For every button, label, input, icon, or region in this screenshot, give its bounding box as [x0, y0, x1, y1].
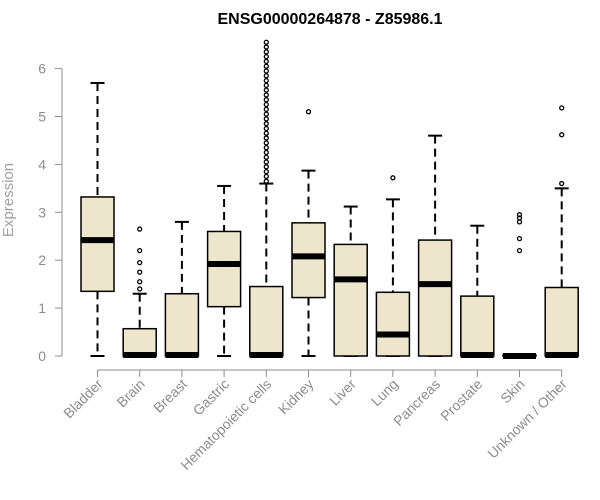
outlier-point	[263, 53, 269, 60]
x-tick-label: Brain	[113, 376, 147, 410]
outlier-point	[516, 247, 523, 254]
x-tick-label: Bladder	[60, 376, 106, 422]
outlier-point	[263, 73, 269, 79]
outlier-point	[263, 44, 269, 50]
outlier-point	[263, 159, 269, 165]
outlier-point	[263, 92, 269, 98]
y-tick-label: 3	[38, 204, 46, 220]
outlier-point	[263, 178, 269, 184]
x-tick-label: Kidney	[275, 376, 317, 418]
outlier-point	[263, 140, 269, 146]
box-group	[164, 220, 200, 359]
box-iqr	[333, 243, 368, 357]
y-tick-label: 4	[38, 156, 46, 172]
y-tick-label: 5	[38, 109, 46, 125]
outlier-point	[263, 154, 269, 160]
outlier-point	[263, 168, 269, 175]
outlier-point	[263, 116, 269, 122]
outlier-point	[263, 130, 269, 136]
x-tick-label: Unknown / Other	[484, 376, 570, 462]
y-tick-label: 1	[38, 300, 46, 316]
y-tick-label: 0	[38, 348, 46, 364]
outlier-point	[263, 63, 269, 69]
outlier-point	[516, 235, 523, 242]
y-tick-label: 2	[38, 252, 46, 268]
y-axis-label: Expression	[0, 163, 17, 237]
box-group	[122, 226, 157, 359]
outlier-point	[305, 109, 312, 115]
box-group	[206, 184, 242, 357]
outlier-point	[263, 58, 269, 65]
outlier-point	[559, 180, 565, 187]
box-iqr	[164, 292, 200, 357]
outlier-point	[137, 247, 143, 254]
box-series	[80, 39, 579, 359]
box-group	[544, 105, 579, 359]
outlier-point	[559, 105, 565, 111]
outlier-point	[263, 106, 269, 112]
box-group	[291, 109, 326, 357]
x-tick-label: Lung	[368, 376, 401, 409]
outlier-point	[263, 97, 269, 103]
box-group	[417, 134, 453, 357]
outlier-point	[137, 269, 143, 275]
outlier-point	[263, 49, 269, 55]
box-group	[333, 205, 368, 357]
outlier-point	[263, 173, 269, 180]
box-group	[502, 212, 537, 359]
outlier-point	[263, 82, 269, 89]
box-iqr	[417, 239, 453, 357]
outlier-point	[559, 132, 565, 138]
outlier-point	[137, 259, 143, 266]
outlier-point	[263, 149, 269, 156]
outlier-point	[263, 39, 269, 45]
outlier-point	[263, 164, 269, 170]
outlier-point	[263, 121, 269, 127]
outlier-point	[263, 111, 269, 117]
outlier-point	[137, 226, 143, 232]
box-iqr	[291, 222, 326, 299]
outlier-point	[263, 144, 269, 151]
outlier-point	[263, 87, 269, 93]
box-iqr	[375, 291, 411, 357]
outlier-point	[390, 175, 396, 181]
box-group	[80, 81, 115, 357]
box-iqr	[80, 196, 115, 293]
x-tick-label: Pancreas	[390, 376, 443, 429]
chart-title: ENSG00000264878 - Z85986.1	[217, 11, 442, 28]
x-tick-label: Skin	[497, 376, 528, 407]
y-axis: 0 1 2 3 4 5 6	[38, 61, 63, 364]
x-tick-label: Prostate	[437, 376, 485, 424]
box-iqr	[544, 286, 579, 357]
outlier-point	[516, 212, 523, 218]
box-group	[375, 175, 411, 357]
x-tick-label: Breast	[150, 376, 190, 416]
box-group	[460, 224, 495, 359]
outlier-point	[263, 101, 269, 108]
outlier-point	[263, 77, 269, 84]
y-tick-label: 6	[38, 61, 46, 77]
outlier-point	[263, 68, 269, 74]
outlier-point	[263, 135, 269, 141]
box-iqr	[249, 285, 284, 357]
box-iqr	[122, 327, 157, 357]
outlier-point	[137, 279, 143, 285]
x-tick-label: Liver	[326, 376, 359, 409]
outlier-point	[137, 286, 143, 292]
outlier-point	[263, 125, 269, 132]
box-iqr	[206, 230, 242, 308]
box-iqr	[460, 295, 495, 357]
box-group	[249, 39, 284, 359]
